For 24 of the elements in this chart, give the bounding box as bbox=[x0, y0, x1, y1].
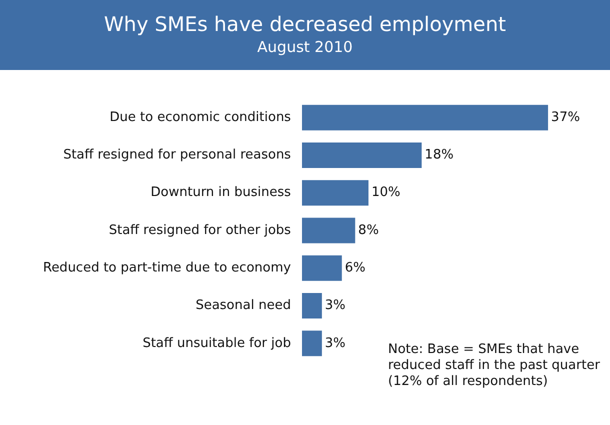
bar bbox=[302, 330, 322, 356]
chart-title: Why SMEs have decreased employment bbox=[103, 11, 507, 36]
annotation: Note: Base = SMEs that have reduced staff in the past quarter (12% of all respondents) bbox=[388, 342, 601, 390]
data-label: 6% bbox=[344, 260, 366, 276]
bar bbox=[302, 180, 368, 206]
bar bbox=[302, 255, 342, 281]
data-label: 3% bbox=[324, 336, 346, 351]
data-label: 3% bbox=[324, 298, 346, 314]
y-tick-label: Staff unsuitable for job bbox=[142, 336, 291, 351]
y-tick-label: Staff resigned for other jobs bbox=[108, 222, 292, 238]
bar bbox=[302, 218, 356, 244]
y-tick-label: Staff resigned for personal reasons bbox=[63, 148, 292, 163]
y-tick-label: Reduced to part-time due to economy bbox=[42, 260, 292, 276]
data-label: 37% bbox=[551, 110, 580, 125]
chart-subtitle: August 2010 bbox=[256, 37, 354, 56]
bar bbox=[302, 142, 422, 168]
y-tick-label: Downturn in business bbox=[150, 185, 292, 200]
data-label: 18% bbox=[424, 148, 454, 163]
bar bbox=[302, 292, 322, 319]
y-tick-label: Due to economic conditions bbox=[110, 110, 292, 125]
y-tick-label: Seasonal need bbox=[196, 298, 291, 314]
bar bbox=[302, 104, 548, 130]
data-label: 10% bbox=[371, 185, 400, 200]
data-label: 8% bbox=[358, 222, 379, 238]
